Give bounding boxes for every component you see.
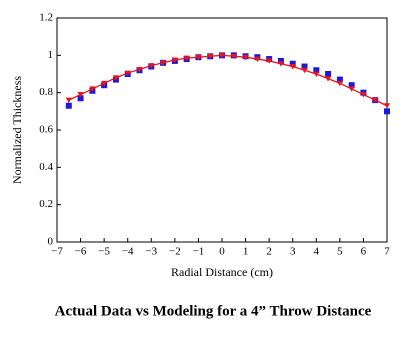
x-tick-label: −2 [169, 246, 181, 258]
chart-title: Actual Data vs Modeling for a 4” Throw D… [55, 303, 372, 319]
model-point [242, 54, 249, 61]
model-point [266, 58, 273, 64]
data-point [77, 95, 84, 102]
model-point [336, 80, 343, 87]
model-point [325, 76, 332, 82]
data-point [384, 108, 390, 115]
data-point [65, 102, 72, 109]
model-point [384, 103, 390, 109]
x-tick-label: −4 [122, 246, 134, 258]
model-point [77, 92, 84, 98]
y-tick-label: 0.4 [39, 161, 53, 173]
model-point [219, 52, 225, 59]
data-point [348, 82, 355, 89]
x-tick-label: 4 [314, 246, 320, 258]
model-point [136, 66, 143, 73]
model-point [89, 86, 96, 92]
model-point [348, 86, 355, 92]
model-point [313, 71, 320, 77]
model-point [171, 57, 178, 63]
model-point [230, 53, 237, 60]
x-tick-label: 6 [361, 246, 367, 258]
y-tick-label: 0 [48, 236, 54, 248]
data-point [289, 60, 296, 67]
y-tick-label: 0.8 [39, 86, 53, 98]
data-point [301, 63, 308, 70]
x-tick-label: 7 [384, 246, 390, 258]
model-point [112, 75, 119, 81]
x-tick-label: −5 [98, 246, 110, 258]
model-point [101, 80, 108, 87]
x-tick-label: −7 [51, 246, 63, 258]
data-point [336, 76, 343, 83]
model-point [65, 97, 72, 104]
model-point [372, 97, 379, 104]
x-tick-label: −1 [193, 246, 205, 258]
model-point [148, 63, 155, 69]
x-tick-label: 1 [243, 246, 249, 258]
model-point [289, 64, 296, 70]
x-tick-label: 2 [266, 246, 272, 258]
x-tick-label: −3 [145, 246, 157, 258]
x-axis-label: Radial Distance (cm) [171, 265, 273, 279]
model-point [195, 54, 202, 61]
model-point [277, 61, 284, 67]
data-point [277, 57, 284, 64]
y-tick-label: 1 [48, 49, 54, 61]
x-tick-label: −6 [75, 246, 87, 258]
model-point [301, 67, 308, 74]
plot-frame [56, 17, 388, 243]
y-tick-label: 0.6 [39, 124, 53, 136]
model-point [124, 70, 131, 77]
model-point [183, 55, 190, 62]
data-point [313, 67, 320, 74]
model-point [360, 92, 367, 98]
x-tick-label: 5 [337, 246, 343, 258]
data-point [325, 71, 332, 77]
model-point [254, 56, 261, 63]
y-tick-label: 0.2 [39, 198, 53, 210]
x-tick-label: 0 [219, 246, 225, 258]
y-tick-label: 1.2 [39, 12, 53, 24]
y-axis-label: Normalized Thickness [10, 76, 24, 184]
model-line [68, 54, 388, 107]
x-tick-label: 3 [290, 246, 296, 258]
model-point [207, 53, 214, 60]
model-point [160, 60, 167, 66]
